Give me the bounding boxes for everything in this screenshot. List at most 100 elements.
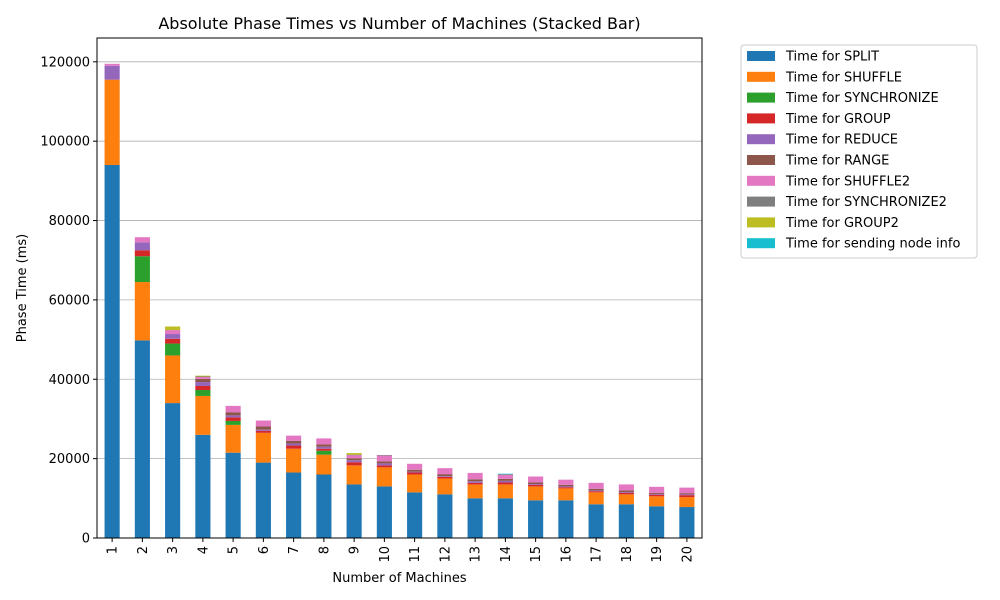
bar-segment	[316, 438, 332, 445]
bar-segment	[679, 495, 695, 498]
bar-segment	[376, 486, 392, 538]
bar-segment	[528, 484, 544, 485]
bars	[104, 63, 695, 538]
bar-segment	[558, 487, 574, 489]
x-tick-label: 8	[317, 546, 332, 554]
bar-segment	[588, 491, 604, 493]
bar-segment	[528, 484, 544, 487]
bar-segment	[649, 486, 665, 493]
bar-segment	[255, 432, 271, 463]
legend-swatch	[747, 175, 775, 186]
bar-segment	[376, 455, 392, 456]
bar-segment	[437, 476, 453, 479]
bar-segment	[467, 498, 483, 538]
x-tick-label: 5	[227, 546, 242, 554]
bar-segment	[346, 453, 362, 455]
bar-segment	[316, 444, 332, 447]
x-tick-label: 2	[136, 546, 151, 554]
bar-segment	[467, 479, 483, 482]
bar-segment	[497, 474, 513, 479]
bar-segment	[528, 500, 544, 538]
bar-segment	[134, 282, 150, 341]
bar-segment	[316, 448, 332, 451]
bar-segment	[528, 482, 544, 485]
bar-segment	[376, 463, 392, 466]
bar-segment	[618, 490, 634, 492]
bar-segment	[437, 478, 453, 495]
bar-segment	[255, 426, 271, 430]
bar-segment	[134, 256, 150, 283]
bar-segment	[679, 493, 695, 495]
legend-swatch	[747, 51, 775, 61]
x-tick-label: 7	[287, 546, 302, 554]
bar-segment	[225, 417, 241, 421]
bar-segment	[316, 454, 332, 475]
bar-segment	[528, 476, 544, 483]
bar-segment	[588, 504, 604, 538]
x-tick-label: 6	[257, 546, 272, 554]
bar-segment	[679, 497, 695, 508]
legend-label: Time for GROUP	[785, 112, 891, 127]
bar-segment	[225, 412, 241, 416]
bar-segment	[286, 472, 302, 538]
bar-segment	[195, 378, 211, 383]
bar-segment	[255, 430, 271, 433]
bar-segment	[649, 506, 665, 538]
x-axis-label: Number of Machines	[332, 571, 466, 586]
bar-segment	[588, 490, 604, 492]
bar-segment	[346, 465, 362, 485]
x-tick-label: 17	[590, 546, 605, 563]
bar-segment	[497, 498, 513, 538]
bar-segment	[558, 484, 574, 487]
bar-segment	[376, 455, 392, 462]
legend-label: Time for SYNCHRONIZE2	[785, 195, 947, 210]
legend-label: Time for GROUP2	[785, 216, 899, 231]
x-tick-label: 16	[559, 546, 574, 563]
bar-segment	[255, 420, 271, 427]
bar-segment	[407, 492, 423, 538]
bar-segment	[497, 473, 513, 475]
x-tick-label: 4	[196, 546, 211, 554]
legend-label: Time for RANGE	[785, 154, 889, 169]
bar-segment	[165, 338, 181, 344]
legend-label: Time for REDUCE	[785, 133, 898, 148]
bar-segment	[376, 467, 392, 487]
bar-segment	[376, 461, 392, 464]
bar-segment	[316, 474, 332, 538]
bar-segment	[618, 494, 634, 505]
bar-segment	[134, 242, 150, 251]
bar-segment	[134, 237, 150, 243]
x-tick-label: 19	[650, 546, 665, 563]
x-tick-label: 18	[620, 546, 635, 563]
bar-segment	[134, 340, 150, 538]
bar-segment	[225, 424, 241, 453]
legend-label: Time for sending node info	[785, 237, 960, 252]
bar-segment	[255, 462, 271, 538]
bar-segment	[618, 504, 634, 538]
bar-segment	[286, 443, 302, 446]
bar-segment	[558, 479, 574, 485]
y-axis: 0 20000 40000 60000 80000 100000 120000	[40, 55, 97, 547]
x-tick-label: 11	[408, 546, 423, 563]
x-tick-label: 1	[106, 546, 121, 554]
bar-segment	[588, 482, 604, 489]
plot-frame	[96, 37, 703, 539]
legend-label: Time for SHUFFLE2	[785, 174, 910, 189]
bar-segment	[649, 493, 665, 495]
bar-segment	[346, 484, 362, 538]
bar-segment	[346, 462, 362, 466]
bar-segment	[165, 403, 181, 538]
bar-segment	[437, 474, 453, 477]
bar-segment	[679, 507, 695, 538]
bar-segment	[286, 435, 302, 441]
bar-segment	[225, 405, 241, 413]
bar-segment	[346, 460, 362, 463]
bar-segment	[225, 452, 241, 538]
bar-segment	[104, 65, 120, 80]
bar-segment	[497, 480, 513, 483]
x-tick-label: 14	[499, 546, 514, 563]
bar-segment	[497, 482, 513, 485]
legend-swatch	[747, 238, 775, 249]
bar-segment	[558, 500, 574, 538]
